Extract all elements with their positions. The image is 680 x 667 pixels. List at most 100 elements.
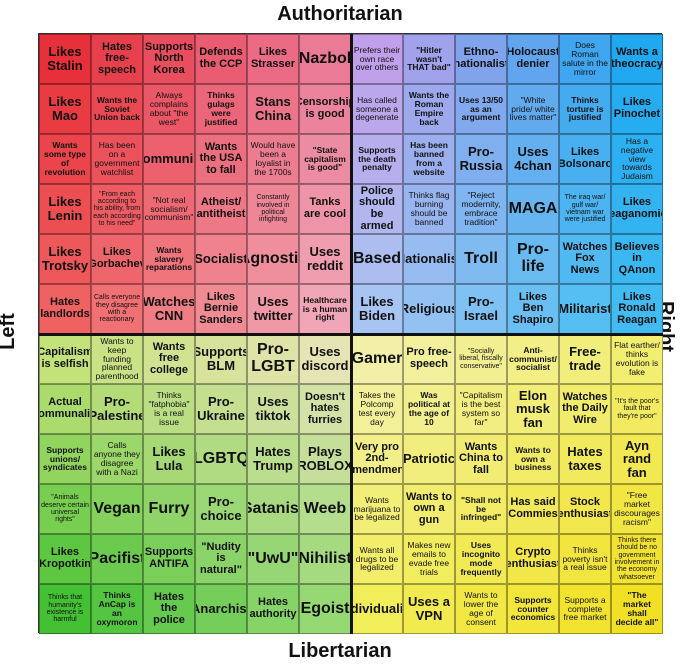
cell: Pacifist	[91, 534, 143, 584]
cell: Hates free-speech	[91, 34, 143, 84]
cell: Likes Lenin	[39, 184, 91, 234]
cell: Prefers their own race over others	[351, 34, 403, 84]
cell: Thinks gulags were justified	[195, 84, 247, 134]
cell: Always complains about "the west"	[143, 84, 195, 134]
cell: Anarchist	[195, 584, 247, 634]
cell: Likes Lula	[143, 434, 195, 484]
cell: "UwU"	[247, 534, 299, 584]
cell: Supports a complete free market	[559, 584, 611, 634]
cell: Has said "Commies"	[507, 484, 559, 534]
cell: "From each according to his ability, fro…	[91, 184, 143, 234]
cell: Hates the police	[143, 584, 195, 634]
cell: Actual Communalist	[39, 384, 91, 434]
cell: "It's the poor's fault that they're poor…	[611, 384, 663, 434]
cell: Vegan	[91, 484, 143, 534]
cell: Uses a VPN	[403, 584, 455, 634]
cell: LGBTQ	[195, 434, 247, 484]
cell: Uses 4chan	[507, 134, 559, 184]
cell: Calls everyone they disagree with a reac…	[91, 284, 143, 334]
cell: "White pride/ white lives matter"	[507, 84, 559, 134]
cell: Wants to lower the age of consent	[455, 584, 507, 634]
cell: Thinks flag burning should be banned	[403, 184, 455, 234]
cell: Would have been a loyalist in the 1700s	[247, 134, 299, 184]
cell: Wants China to fall	[455, 434, 507, 484]
cell: Thinks there should be no government inv…	[611, 534, 663, 584]
cell: Does Roman salute in the mirror	[559, 34, 611, 84]
cell: Wants to keep funding planned parenthood	[91, 334, 143, 384]
cell: Likes Gorbachev	[91, 234, 143, 284]
cell: Likes Pinochet	[611, 84, 663, 134]
cell: Healthcare is a human right	[299, 284, 351, 334]
cell: Watches the Daily Wire	[559, 384, 611, 434]
cell: "Animals deserve certain universal right…	[39, 484, 91, 534]
axis-line	[39, 333, 663, 336]
cell: Wants marijuana to be legalized	[351, 484, 403, 534]
cell: Wants a theocracy	[611, 34, 663, 84]
cell: Religious	[403, 284, 455, 334]
cell: Has a negative view towards Judaism	[611, 134, 663, 184]
cell: Patriotic	[403, 434, 455, 484]
cell: Thinks AnCap is an oxymoron	[91, 584, 143, 634]
cell: Watches CNN	[143, 284, 195, 334]
cell: "Nudity is natural"	[195, 534, 247, 584]
cell: Stans China	[247, 84, 299, 134]
cell: Pro free-speech	[403, 334, 455, 384]
cell: Wants all drugs to be legalized	[351, 534, 403, 584]
cell: Likes Mao	[39, 84, 91, 134]
cell: Pro-Ukraine	[195, 384, 247, 434]
cell: Uses tiktok	[247, 384, 299, 434]
cell: Capitalism is selfish	[39, 334, 91, 384]
cell: Has been on a government watchlist	[91, 134, 143, 184]
cell: "Hitler wasn't THAT bad"	[403, 34, 455, 84]
cell: Nationalist	[403, 234, 455, 284]
cell: Wants some type of revolution	[39, 134, 91, 184]
cell: "Not real socialism/ communism"	[143, 184, 195, 234]
cell: Pro-life	[507, 234, 559, 284]
cell: Troll	[455, 234, 507, 284]
cell: Wants the Soviet Union back	[91, 84, 143, 134]
cell: Makes new emails to evade free trials	[403, 534, 455, 584]
cell: Nihilist	[299, 534, 351, 584]
cell: Crypto enthusiast	[507, 534, 559, 584]
cell: "Socially liberal, fiscally conservative…	[455, 334, 507, 384]
cell: Likes Stalin	[39, 34, 91, 84]
cell: Likes Ben Shapiro	[507, 284, 559, 334]
cell: Supports BLM	[195, 334, 247, 384]
cell: Satanist	[247, 484, 299, 534]
cell: Thinks torture is justified	[559, 84, 611, 134]
cell: Supports counter economics	[507, 584, 559, 634]
cell: Likes Bolsonaro	[559, 134, 611, 184]
cell: Nazbol	[299, 34, 351, 84]
cell: Furry	[143, 484, 195, 534]
cell: "Reject modernity, embrace tradition"	[455, 184, 507, 234]
cell: Wants slavery reparations	[143, 234, 195, 284]
cell: Pro-Russia	[455, 134, 507, 184]
cell: Atheist/ antitheist	[195, 184, 247, 234]
cell: Communist	[143, 134, 195, 184]
cell: Uses reddit	[299, 234, 351, 284]
cell: Egoist	[299, 584, 351, 634]
cell: Militarist	[559, 284, 611, 334]
cell: Has been banned from a website	[403, 134, 455, 184]
cell: Doesn't hates furries	[299, 384, 351, 434]
cell: Pro-LGBT	[247, 334, 299, 384]
cell: Uses twitter	[247, 284, 299, 334]
cell: Wants the USA to fall	[195, 134, 247, 184]
cell: Wants to own a gun	[403, 484, 455, 534]
left-label: Left	[0, 313, 19, 350]
cell: Wants the Roman Empire back	[403, 84, 455, 134]
cell: Calls anyone they disagree with a Nazi	[91, 434, 143, 484]
cell: Constantly involved in political infight…	[247, 184, 299, 234]
cell: Flat earther/ thinks evolution is fake	[611, 334, 663, 384]
cell: Elon musk fan	[507, 384, 559, 434]
cell: Supports ANTIFA	[143, 534, 195, 584]
cell: Supports unions/ syndicates	[39, 434, 91, 484]
cell: MAGA	[507, 184, 559, 234]
cell: Very pro 2nd-amendment	[351, 434, 403, 484]
cell: "Shall not be infringed"	[455, 484, 507, 534]
cell: Was political at the age of 10	[403, 384, 455, 434]
cell: Likes Ronald Reagan	[611, 284, 663, 334]
cell: Pro-choice	[195, 484, 247, 534]
cell: Uses discord	[299, 334, 351, 384]
cell: Ethno-nationalist	[455, 34, 507, 84]
